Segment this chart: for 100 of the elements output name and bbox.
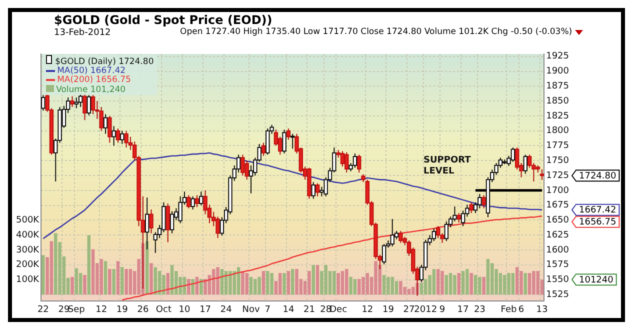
y-tick-label: 1700 <box>546 186 570 196</box>
bar <box>324 265 328 295</box>
bar <box>520 270 523 295</box>
bar <box>74 268 78 295</box>
y2-tick-label: 100K <box>16 275 40 286</box>
bar <box>432 269 436 295</box>
x-tick-label: 6 <box>518 304 524 315</box>
text: 1656.75 <box>579 218 616 228</box>
bar <box>124 269 128 295</box>
x-tick-label: 12 <box>96 304 108 315</box>
bar <box>295 269 298 295</box>
bar <box>362 276 365 295</box>
bar <box>162 274 166 295</box>
legend-label: Volume 101,240 <box>55 85 127 95</box>
bar <box>436 269 440 295</box>
bar <box>54 233 58 295</box>
bar <box>241 270 244 295</box>
bar <box>390 276 394 295</box>
x-tick-label: 29 <box>58 304 70 315</box>
bar <box>349 276 352 295</box>
bar <box>200 279 203 295</box>
x-tick-label: 12 <box>362 304 374 315</box>
annotation: SUPPORT LEVEL <box>424 155 472 176</box>
x-tick-label: 26 <box>137 304 149 315</box>
bar <box>270 273 274 295</box>
bar <box>258 276 261 295</box>
bar <box>290 269 294 295</box>
y2-tick-label: 200K <box>16 260 40 270</box>
chart-title: $GOLD (Gold - Spot Price (EOD)) <box>54 13 272 27</box>
bar <box>112 269 116 295</box>
bar <box>357 279 361 295</box>
y2-tick-label: 300K <box>16 245 40 256</box>
x-tick-label: 21 <box>303 304 315 315</box>
text: 1724.80 <box>579 171 616 182</box>
y-tick-label: 1800 <box>546 126 570 136</box>
x-tick-label: 19 <box>382 304 394 315</box>
y-tick-label: 1675 <box>546 200 569 211</box>
bar <box>228 270 232 295</box>
bar <box>448 273 452 295</box>
bar <box>386 276 390 295</box>
x-tick-label: 17 <box>200 304 212 315</box>
bar <box>366 273 370 295</box>
y2-tick-label: 500K <box>16 216 40 226</box>
x-tick-label: 22 <box>37 304 49 315</box>
bar <box>461 270 465 295</box>
legend-label: $GOLD (Daily) 1724.80 <box>54 56 154 67</box>
bar <box>187 279 190 295</box>
x-tick-label: 14 <box>282 304 294 315</box>
x-tick-label: 2012 <box>414 304 438 315</box>
bar <box>312 265 315 295</box>
bar <box>254 279 257 295</box>
bar <box>128 269 132 295</box>
y-tick-label: 1575 <box>546 260 569 270</box>
bar <box>245 273 248 295</box>
bar <box>216 267 220 295</box>
bar <box>249 276 253 295</box>
bar <box>316 265 320 295</box>
x-tick-label: 9 <box>439 304 446 315</box>
bar <box>532 270 536 295</box>
bar <box>490 263 494 295</box>
bar <box>457 273 460 295</box>
bar <box>466 269 469 295</box>
x-tick-label: 28 <box>320 304 332 315</box>
bar <box>353 279 357 295</box>
bar <box>453 274 456 295</box>
bar <box>104 261 108 295</box>
bar <box>486 259 490 295</box>
bar <box>382 274 386 295</box>
bar <box>108 269 112 295</box>
y-tick-label: 1750 <box>546 156 570 166</box>
legend-label: MA(50) 1667.42 <box>56 66 126 76</box>
bar <box>511 273 515 295</box>
y-tick-label: 1775 <box>546 141 569 152</box>
text: 101240 <box>579 275 614 286</box>
x-tick-label: Nov <box>242 304 260 315</box>
x-tick-label: 7 <box>264 304 271 315</box>
bar <box>345 269 348 295</box>
y2-tick-label: 400K <box>16 230 40 240</box>
bar <box>524 273 528 295</box>
bar <box>374 261 378 295</box>
bar <box>70 276 74 295</box>
bar <box>100 259 103 295</box>
bar <box>278 273 282 295</box>
bar <box>394 280 398 295</box>
y-tick-label: 1825 <box>546 111 569 122</box>
bar <box>470 273 473 295</box>
bar <box>498 273 502 295</box>
bar <box>150 263 153 295</box>
bar <box>340 270 344 295</box>
x-tick-label: 13 <box>536 304 548 315</box>
bar <box>308 270 311 295</box>
bar <box>120 267 124 295</box>
bar <box>399 280 402 295</box>
bar <box>266 270 270 295</box>
bar <box>536 270 540 295</box>
x-tick-label: 17 <box>457 304 469 315</box>
bar <box>420 282 424 295</box>
bar <box>286 270 290 295</box>
bar <box>42 255 45 295</box>
bar <box>515 267 519 295</box>
